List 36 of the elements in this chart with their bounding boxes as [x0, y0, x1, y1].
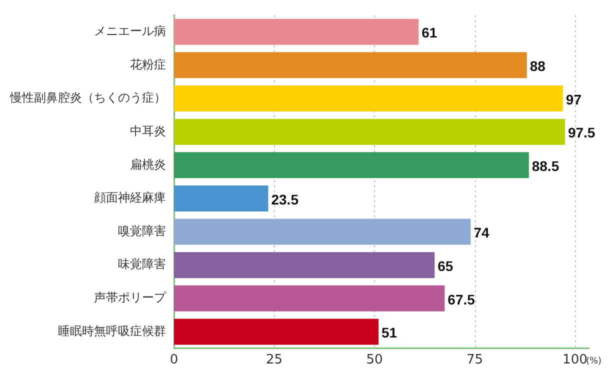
x-axis-title: (%) — [586, 356, 602, 367]
x-tick-label: 100 — [562, 352, 588, 368]
x-tick-label: 25 — [266, 352, 283, 368]
bar — [174, 185, 268, 212]
bar — [174, 86, 563, 112]
y-tick-label: 慢性副鼻腔炎（ちくのう症） — [9, 90, 166, 105]
data-label: 88 — [530, 58, 546, 74]
data-label: 67.5 — [448, 291, 476, 308]
x-tick-label: 50 — [366, 352, 383, 368]
data-label: 97 — [566, 91, 582, 108]
y-tick-label: 睡眠時無呼吸症候群 — [58, 324, 166, 338]
y-tick-label: 味覚障害 — [118, 257, 166, 272]
data-label: 88.5 — [532, 158, 560, 174]
data-label: 97.5 — [568, 124, 596, 141]
bar — [174, 252, 435, 278]
bar — [174, 152, 529, 178]
x-tick-label: 0 — [170, 352, 178, 368]
bar — [174, 118, 565, 145]
y-tick-label: 花粉症 — [130, 57, 166, 72]
data-label: 65 — [438, 258, 454, 274]
y-tick-label: 中耳炎 — [130, 124, 166, 138]
bar — [174, 52, 527, 78]
y-tick-label: メニエール病 — [94, 24, 166, 38]
x-tick-label: 75 — [466, 352, 483, 368]
data-label: 61 — [422, 24, 438, 41]
data-label: 74 — [474, 224, 490, 241]
y-tick-label: 声帯ポリープ — [94, 290, 167, 305]
bar — [174, 285, 445, 312]
y-tick-label: 扁桃炎 — [130, 157, 166, 172]
bar — [174, 218, 471, 245]
bar — [174, 318, 378, 345]
y-tick-label: 嗅覚障害 — [118, 224, 166, 238]
data-label: 23.5 — [271, 191, 299, 208]
data-label: 51 — [381, 324, 398, 341]
bar — [174, 18, 419, 45]
y-tick-label: 顔面神経麻痺 — [94, 190, 166, 205]
